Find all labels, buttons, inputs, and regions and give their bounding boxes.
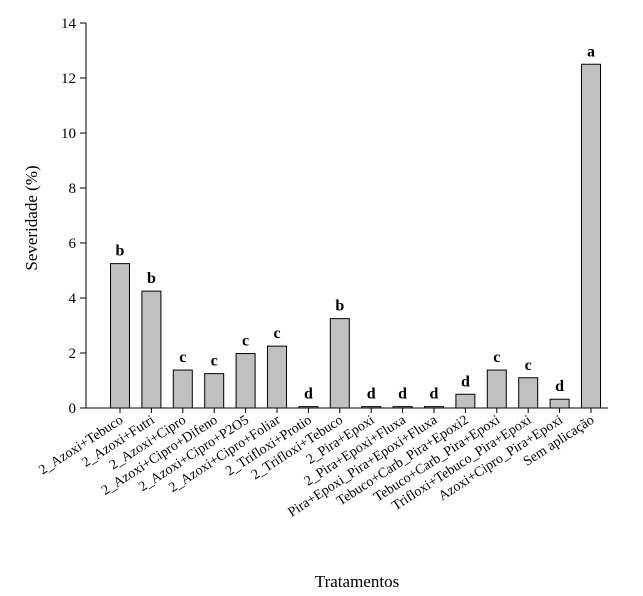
significance-letter: d (430, 386, 439, 403)
bars (110, 63, 601, 409)
y-tick-label: 14 (61, 16, 77, 32)
significance-letter: c (211, 353, 218, 370)
significance-letter: b (147, 270, 156, 287)
y-tick-label: 2 (69, 346, 77, 362)
x-axis: 2_Azoxi+Tebuco2_Azoxi+Futri2_Azoxi+Cipro… (37, 407, 608, 520)
significance-letters: b b c c c c d b d d d d c c d a (116, 43, 595, 402)
significance-letter: a (587, 43, 595, 60)
y-axis: 0 2 4 6 8 10 12 14 (61, 16, 87, 417)
significance-letter: c (525, 357, 532, 374)
bar (235, 353, 256, 409)
significance-letter: b (116, 243, 125, 260)
bar (549, 398, 570, 409)
significance-letter: c (273, 325, 280, 342)
significance-letter: d (398, 386, 407, 403)
bar (455, 393, 476, 409)
y-tick-label: 6 (69, 236, 77, 252)
y-tick-label: 8 (69, 181, 77, 197)
bar (329, 318, 350, 409)
y-tick-label: 10 (61, 126, 76, 142)
significance-letter: b (335, 298, 344, 315)
bar (518, 377, 539, 409)
significance-letter: c (242, 333, 249, 350)
y-tick-label: 4 (69, 291, 77, 307)
y-tick-label: 12 (61, 71, 76, 87)
significance-letter: c (179, 349, 186, 366)
bar (141, 290, 162, 409)
y-tick-label: 0 (69, 401, 77, 417)
significance-letter: c (493, 349, 500, 366)
bar (110, 263, 130, 409)
significance-letter: d (461, 373, 470, 390)
bar (486, 369, 507, 409)
bar (267, 345, 287, 409)
y-axis-title: Severidade (%) (22, 165, 41, 270)
significance-letter: d (304, 386, 313, 403)
bar (581, 63, 601, 409)
bar (204, 373, 225, 409)
significance-letter: d (555, 378, 564, 395)
bar (172, 369, 193, 409)
significance-letter: d (367, 386, 376, 403)
x-axis-title: Tratamentos (315, 572, 399, 591)
